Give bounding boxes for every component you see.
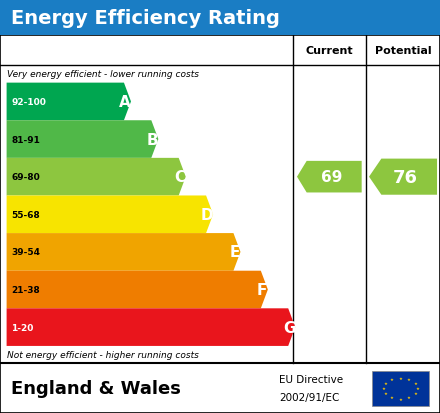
Text: G: G	[283, 320, 295, 335]
Text: ★: ★	[384, 381, 388, 385]
Text: ★: ★	[390, 377, 394, 381]
Text: 39-54: 39-54	[11, 248, 40, 257]
Text: F: F	[257, 282, 267, 297]
Text: B: B	[147, 132, 158, 147]
Text: 76: 76	[393, 168, 418, 186]
Text: 69: 69	[321, 170, 342, 185]
Text: ★: ★	[407, 395, 411, 399]
Text: ★: ★	[384, 392, 388, 395]
Text: Current: Current	[305, 46, 353, 56]
Text: 2002/91/EC: 2002/91/EC	[279, 392, 340, 402]
Text: 21-38: 21-38	[11, 285, 40, 294]
Text: A: A	[119, 95, 131, 110]
Text: ★: ★	[407, 377, 411, 381]
Polygon shape	[7, 121, 158, 159]
Text: Very energy efficient - lower running costs: Very energy efficient - lower running co…	[7, 70, 198, 79]
Text: ★: ★	[390, 395, 394, 399]
Text: Not energy efficient - higher running costs: Not energy efficient - higher running co…	[7, 350, 198, 359]
Text: ★: ★	[399, 396, 402, 401]
Text: ★: ★	[413, 381, 417, 385]
Text: ★: ★	[416, 386, 419, 390]
Text: 55-68: 55-68	[11, 210, 40, 219]
Text: D: D	[201, 207, 213, 222]
Polygon shape	[369, 159, 437, 195]
Text: 1-20: 1-20	[11, 323, 33, 332]
Text: C: C	[174, 170, 185, 185]
Bar	[372, 371, 429, 406]
Text: England & Wales: England & Wales	[11, 379, 181, 397]
Text: EU Directive: EU Directive	[279, 374, 344, 384]
Polygon shape	[297, 161, 362, 193]
Text: ★: ★	[413, 392, 417, 395]
Polygon shape	[7, 309, 295, 346]
Polygon shape	[7, 233, 241, 271]
Bar	[0, 0, 440, 36]
Text: ★: ★	[381, 386, 385, 390]
Text: 92-100: 92-100	[11, 98, 46, 107]
Polygon shape	[7, 196, 213, 233]
Bar	[0, 36, 440, 363]
Polygon shape	[7, 83, 131, 121]
Polygon shape	[7, 271, 268, 309]
Bar	[0, 363, 440, 413]
Text: E: E	[229, 245, 239, 260]
Text: Energy Efficiency Rating: Energy Efficiency Rating	[11, 9, 280, 28]
Polygon shape	[7, 159, 186, 196]
Text: Potential: Potential	[375, 46, 431, 56]
Text: ★: ★	[399, 376, 402, 380]
Text: 81-91: 81-91	[11, 135, 40, 144]
Text: 69-80: 69-80	[11, 173, 40, 182]
